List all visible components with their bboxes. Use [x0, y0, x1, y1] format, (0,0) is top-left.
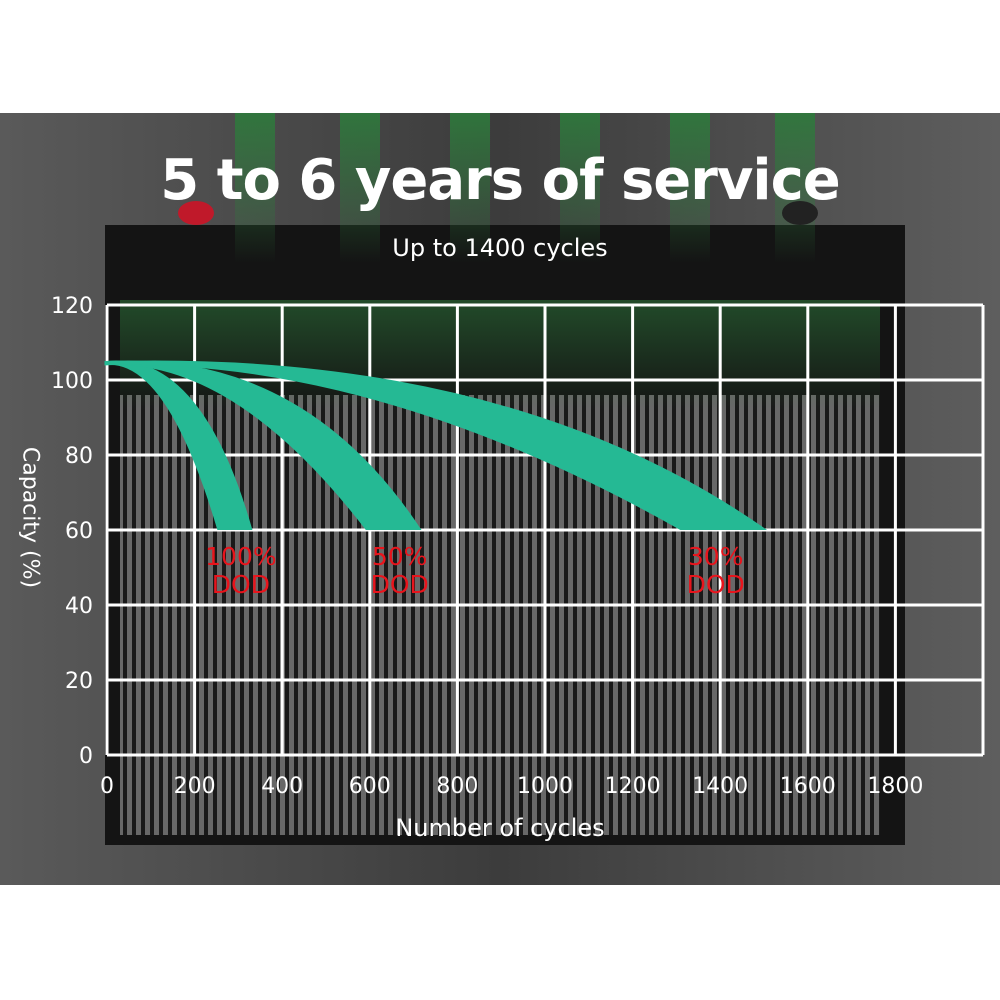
x-tick-label: 0: [100, 774, 114, 799]
x-tick-label: 800: [436, 774, 478, 799]
x-tick-label: 200: [174, 774, 216, 799]
series-label-value: 50%: [372, 542, 428, 571]
y-axis-label: Capacity (%): [17, 446, 43, 589]
series-label-value: 100%: [205, 542, 276, 571]
x-tick-label: 1000: [517, 774, 573, 799]
y-tick-label: 20: [65, 669, 93, 694]
capacity-band-50pct: [104, 360, 422, 530]
y-tick-label: 80: [65, 444, 93, 469]
y-tick-label: 100: [51, 369, 93, 394]
series-label-dod: DOD: [687, 570, 745, 599]
x-tick-label: 1600: [780, 774, 836, 799]
battery-illustration: [105, 113, 905, 845]
y-tick-label: 60: [65, 519, 93, 544]
y-tick-label: 120: [51, 294, 93, 319]
x-tick-label: 1200: [605, 774, 661, 799]
tick-labels: 0 200 400 600 800 1000 1200 1400 1600 1800 0 20 40 60…: [51, 294, 923, 799]
chart-subtitle: Up to 1400 cycles: [392, 234, 608, 262]
chart-title: 5 to 6 years of service: [160, 148, 841, 213]
capacity-bands: [104, 360, 768, 530]
x-tick-label: 600: [349, 774, 391, 799]
series-label-dod: DOD: [371, 570, 429, 599]
series-label-value: 30%: [688, 542, 744, 571]
y-tick-label: 40: [65, 594, 93, 619]
positive-terminal-icon: [178, 201, 214, 225]
x-tick-label: 1400: [692, 774, 748, 799]
x-tick-label: 400: [261, 774, 303, 799]
capacity-band-100pct: [104, 360, 253, 530]
negative-terminal-icon: [782, 201, 818, 225]
x-axis-label: Number of cycles: [395, 814, 605, 842]
series-label-dod: DOD: [212, 570, 270, 599]
capacity-band-30pct: [104, 360, 768, 530]
x-tick-label: 1800: [867, 774, 923, 799]
y-tick-label: 0: [79, 744, 93, 769]
